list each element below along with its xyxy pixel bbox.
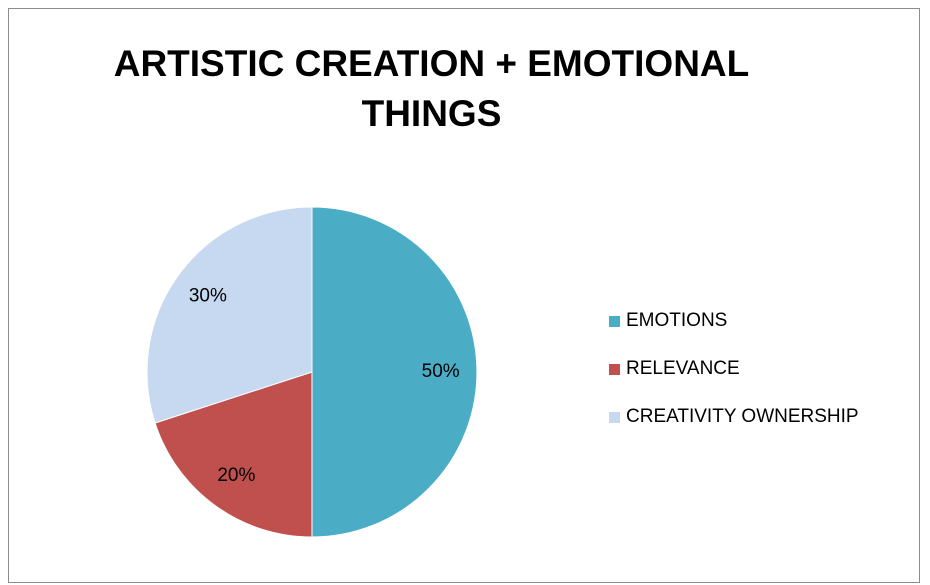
legend-swatch-emotions bbox=[609, 315, 620, 327]
pie-slices bbox=[146, 206, 478, 538]
chart-title: ARTISTIC CREATION + EMOTIONAL THINGS bbox=[113, 43, 750, 134]
legend-label-creativity-ownership: CREATIVITY OWNERSHIP bbox=[626, 406, 859, 427]
legend-swatch-relevance bbox=[609, 363, 620, 375]
pie-data-labels: 50% 20% 30% bbox=[189, 285, 460, 486]
legend-swatch-creativity-ownership bbox=[609, 411, 620, 423]
pie-slice-emotions bbox=[311, 206, 478, 538]
chart-area: ARTISTIC CREATION + EMOTIONAL THINGS 50%… bbox=[8, 8, 920, 583]
pie-data-label-emotions: 50% bbox=[422, 361, 460, 382]
pie-data-label-creativity-ownership: 30% bbox=[189, 285, 227, 306]
pie-slice-relevance bbox=[154, 371, 313, 538]
pie-slice-creativity-ownership bbox=[146, 206, 313, 424]
pie-data-label-relevance: 20% bbox=[217, 465, 255, 486]
legend-label-emotions: EMOTIONS bbox=[626, 310, 728, 331]
legend-label-relevance: RELEVANCE bbox=[626, 358, 740, 379]
legend-item-creativity-ownership: CREATIVITY OWNERSHIP bbox=[609, 405, 859, 429]
legend-item-emotions: EMOTIONS bbox=[609, 309, 859, 333]
legend-item-relevance: RELEVANCE bbox=[609, 357, 859, 381]
chart-legend: EMOTIONS RELEVANCE CREATIVITY OWNERSHIP bbox=[609, 309, 859, 453]
pie-chart: 50% 20% 30% bbox=[146, 206, 478, 538]
